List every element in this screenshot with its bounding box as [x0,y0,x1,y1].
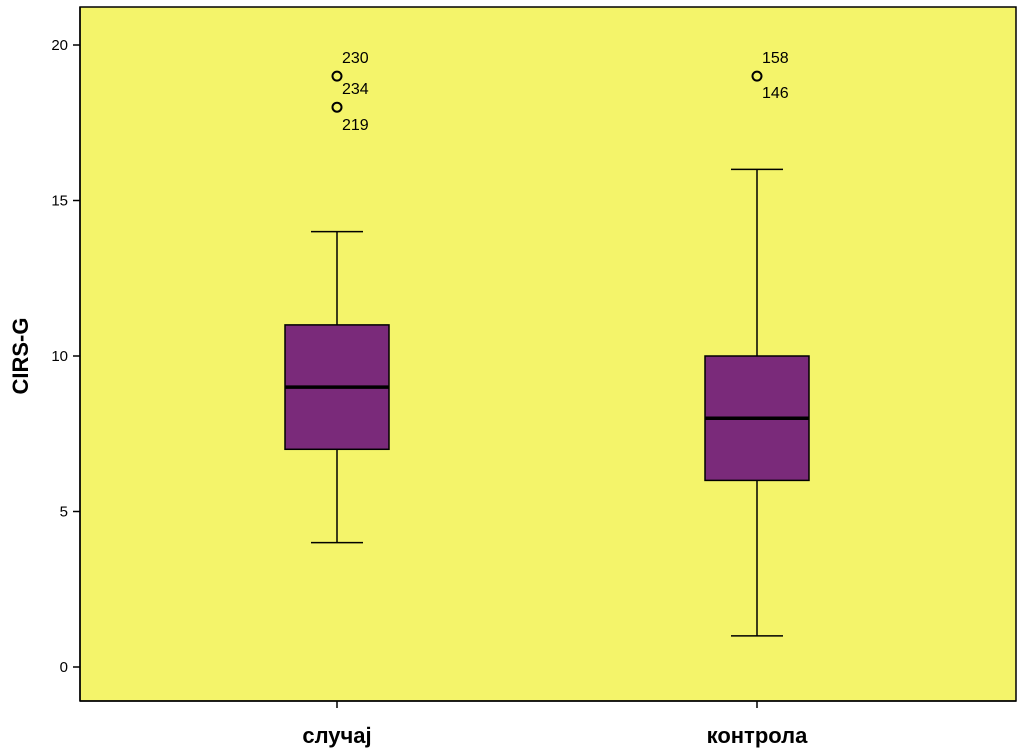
y-tick-label: 15 [51,193,68,210]
outlier-label: 234 [342,81,369,98]
y-tick-label: 20 [51,37,68,54]
outlier-label: 158 [762,50,789,67]
outlier-label: 230 [342,50,369,67]
x-category-label: контрола [707,723,809,748]
y-tick-label: 5 [60,504,68,521]
box-group: 230 234 219 [284,50,390,544]
y-axis-ticks: 0 5 10 15 20 [51,37,80,676]
y-axis-title: CIRS-G [8,318,33,395]
outlier-label: 146 [762,85,789,102]
y-tick-label: 10 [51,348,68,365]
outlier-point [331,70,343,82]
outlier-point [751,70,763,82]
box-group: 158 146 [704,50,810,637]
outlier-label: 219 [342,117,369,134]
x-category-label: случај [302,723,371,748]
box-series: 230 234 219 158 146 [284,50,810,637]
plot-area [79,6,1017,702]
y-tick-label: 0 [60,659,68,676]
outlier-point [331,101,343,113]
x-axis-categories: случај контрола [302,701,808,748]
